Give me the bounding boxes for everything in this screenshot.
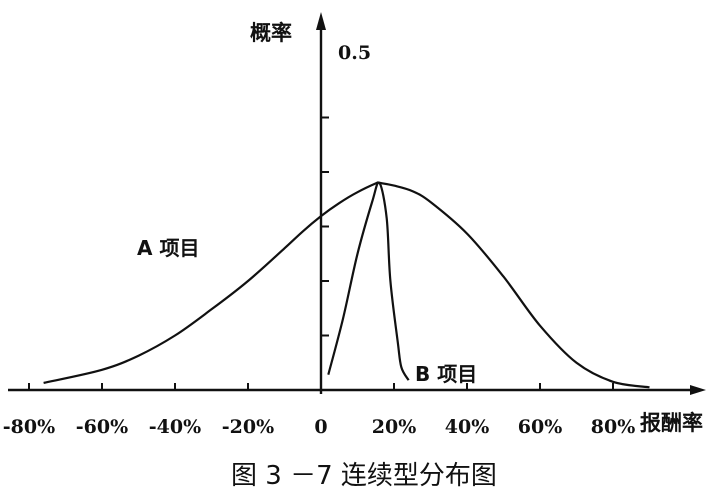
x-tick-label: 60%	[518, 416, 563, 438]
x-tick-label: 40%	[445, 416, 490, 438]
x-tick-label: -20%	[222, 416, 274, 438]
y-tick-label-max: 0.5	[338, 42, 371, 64]
y-axis-ticks	[321, 116, 329, 337]
series-a-label: A 项目	[137, 236, 199, 260]
x-tick-label: -60%	[76, 416, 128, 438]
series-b-curve	[327, 181, 410, 381]
x-tick-label: 80%	[591, 416, 636, 438]
x-axis-label: 报酬率	[640, 411, 703, 435]
figure-caption: 图 3 －7 连续型分布图	[231, 461, 497, 491]
series-b-label: B 项目	[415, 362, 477, 386]
x-tick-label: -80%	[3, 416, 55, 438]
x-tick-label: -40%	[149, 416, 201, 438]
x-axis-ticks: -80% -60% -40% -20% 0 20% 40% 60% 80%	[3, 383, 635, 438]
x-tick-label: 20%	[372, 416, 417, 438]
y-axis-arrow	[316, 12, 326, 30]
x-tick-label: 0	[314, 416, 327, 438]
series-a-curve	[43, 181, 650, 389]
y-axis-label: 概率	[250, 21, 292, 45]
x-axis-arrow	[690, 385, 706, 395]
